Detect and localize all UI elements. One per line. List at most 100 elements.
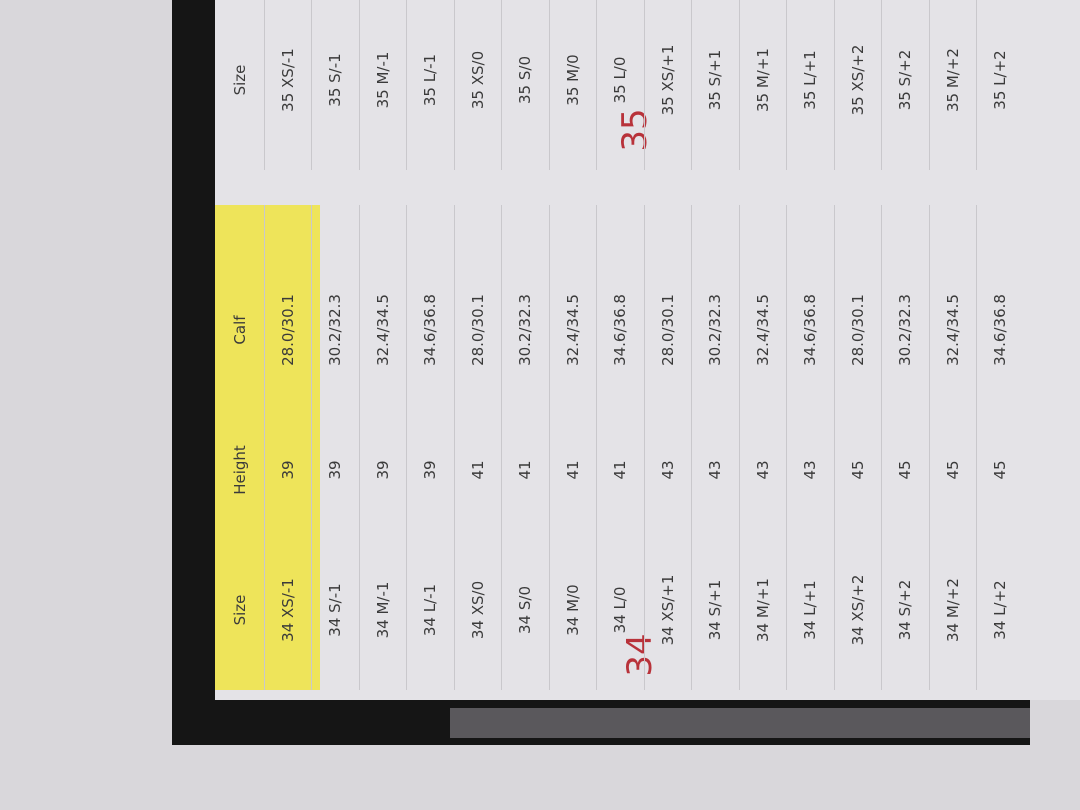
table-cell: 43 xyxy=(658,460,677,480)
table-cell: 35 XS/0 xyxy=(468,50,487,110)
section-label: 34 xyxy=(620,633,660,677)
header-cell: Height xyxy=(231,445,249,495)
monitor-bezel xyxy=(172,0,215,745)
table-cell: 34 S/+1 xyxy=(706,579,724,641)
table-cell: 45 xyxy=(991,460,1009,480)
table-cell: 32.4/34.5 xyxy=(563,294,582,366)
row-divider xyxy=(358,205,360,690)
row-divider xyxy=(643,0,645,170)
table-cell: 35 L/+1 xyxy=(801,50,819,110)
row-divider xyxy=(548,205,550,690)
row-divider xyxy=(406,0,407,170)
row-divider xyxy=(976,205,977,690)
row-divider xyxy=(691,205,692,690)
row-divider xyxy=(833,205,835,690)
row-divider xyxy=(453,205,455,690)
row-divider xyxy=(358,0,360,170)
table-cell: 35 S/-1 xyxy=(326,53,344,107)
row-divider xyxy=(833,0,835,170)
row-divider xyxy=(596,0,597,170)
table-cell: 32.4/34.5 xyxy=(943,294,962,366)
table-cell: 34 L/-1 xyxy=(421,583,439,637)
table-cell: 45 xyxy=(896,460,914,480)
table-cell: 34.6/36.8 xyxy=(801,294,819,366)
header-cell: Size xyxy=(231,594,249,626)
table-cell: 28.0/30.1 xyxy=(848,294,867,366)
scrollbar xyxy=(450,708,1030,738)
table-cell: 35 XS/-1 xyxy=(278,48,297,112)
table-cell: 34 M/-1 xyxy=(373,581,392,639)
table-cell: 41 xyxy=(563,460,582,480)
table-cell: 39 xyxy=(421,460,439,480)
row-divider xyxy=(453,0,455,170)
row-divider xyxy=(311,0,312,170)
row-divider xyxy=(643,205,645,690)
table-cell: 30.2/32.3 xyxy=(326,294,344,366)
table-cell: 34 XS/0 xyxy=(468,580,487,640)
table-cell: 34 M/0 xyxy=(563,584,582,636)
table-cell: 32.4/34.5 xyxy=(753,294,772,366)
table-cell: 34 S/0 xyxy=(516,586,534,634)
row-divider xyxy=(738,0,740,170)
row-divider xyxy=(263,0,265,170)
table-cell: 41 xyxy=(468,460,487,480)
table-cell: 39 xyxy=(326,460,344,480)
table-cell: 35 L/+2 xyxy=(991,50,1009,110)
table-cell: 35 L/-1 xyxy=(421,53,439,107)
table-cell: 45 xyxy=(943,460,962,480)
table-cell: 35 XS/+2 xyxy=(848,44,867,116)
table-cell: 34 M/+2 xyxy=(943,578,962,642)
row-divider xyxy=(691,0,692,170)
table-cell: 28.0/30.1 xyxy=(468,294,487,366)
row-divider xyxy=(501,0,502,170)
table-cell: 43 xyxy=(753,460,772,480)
table-cell: 43 xyxy=(801,460,819,480)
table-cell: 34 XS/+2 xyxy=(848,574,867,646)
row-divider xyxy=(548,0,550,170)
header-cell: Calf xyxy=(231,315,249,345)
table-cell: 35 S/0 xyxy=(516,56,534,104)
table-cell: 35 S/+1 xyxy=(706,49,724,111)
row-divider xyxy=(263,205,265,690)
row-divider xyxy=(311,205,312,690)
table-cell: 34 L/0 xyxy=(611,586,629,634)
table-cell: 30.2/32.3 xyxy=(706,294,724,366)
table-cell: 35 XS/+1 xyxy=(658,44,677,116)
row-divider xyxy=(928,0,930,170)
header-cell: Size xyxy=(231,64,249,96)
table-cell: 35 S/+2 xyxy=(896,49,914,111)
table-cell: 41 xyxy=(611,460,629,480)
table-cell: 41 xyxy=(516,460,534,480)
row-divider xyxy=(406,205,407,690)
row-divider xyxy=(881,205,882,690)
table-cell: 34.6/36.8 xyxy=(991,294,1009,366)
table-cell: 43 xyxy=(706,460,724,480)
table-cell: 30.2/32.3 xyxy=(516,294,534,366)
table-cell: 30.2/32.3 xyxy=(896,294,914,366)
table-cell: 35 M/+1 xyxy=(753,48,772,112)
table-cell: 28.0/30.1 xyxy=(278,294,297,366)
table-cell: 35 L/0 xyxy=(611,56,629,104)
table-cell: 34.6/36.8 xyxy=(611,294,629,366)
table-cell: 34 S/+2 xyxy=(896,579,914,641)
table-cell: 32.4/34.5 xyxy=(373,294,392,366)
table-cell: 34 XS/+1 xyxy=(658,574,677,646)
row-divider xyxy=(596,205,597,690)
table-cell: 35 M/-1 xyxy=(373,51,392,109)
table-cell: 35 M/0 xyxy=(563,54,582,106)
table-cell: 45 xyxy=(848,460,867,480)
table-cell: 34.6/36.8 xyxy=(421,294,439,366)
row-divider xyxy=(976,0,977,170)
row-divider xyxy=(786,0,787,170)
table-cell: 34 S/-1 xyxy=(326,583,344,637)
row-divider xyxy=(738,205,740,690)
table-cell: 28.0/30.1 xyxy=(658,294,677,366)
row-divider xyxy=(786,205,787,690)
row-divider xyxy=(501,205,502,690)
table-cell: 39 xyxy=(373,460,392,480)
row-divider xyxy=(928,205,930,690)
table-cell: 34 XS/-1 xyxy=(278,578,297,642)
table-cell: 39 xyxy=(278,460,297,480)
